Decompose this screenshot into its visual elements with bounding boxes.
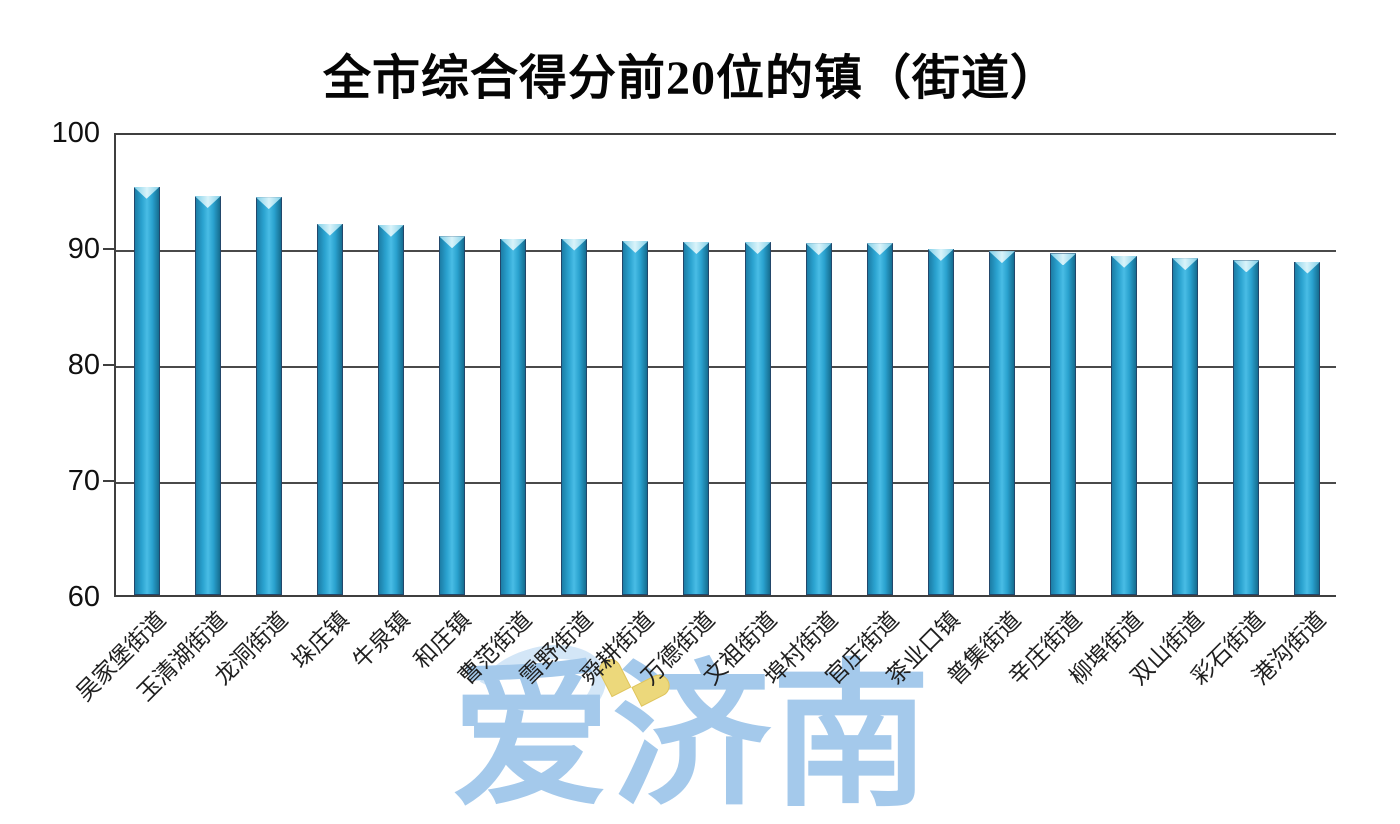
- gridline-90: [116, 250, 1336, 252]
- bar-茶业口镇: [927, 248, 954, 595]
- y-tick-80: [103, 364, 114, 366]
- chart-title: 全市综合得分前20位的镇（街道）: [322, 52, 1059, 105]
- bar-舜耕街道: [622, 240, 649, 595]
- x-tick-label-牛泉镇: 牛泉镇: [348, 606, 415, 674]
- bar-双山街道: [1172, 258, 1199, 595]
- bar-辛庄街道: [1050, 253, 1077, 595]
- bar-雪野街道: [561, 238, 588, 595]
- y-tick-90: [103, 248, 114, 250]
- bar-牛泉镇: [377, 224, 404, 595]
- bar-港沟街道: [1294, 261, 1321, 595]
- y-tick-label-90: 90: [67, 233, 100, 265]
- bar-曹范街道: [500, 238, 527, 595]
- bar-垛庄镇: [316, 223, 343, 595]
- bar-和庄镇: [439, 236, 466, 595]
- bar-万德街道: [683, 241, 710, 595]
- bar-吴家堡街道: [133, 186, 160, 595]
- bar-普集街道: [988, 251, 1015, 595]
- bar-彩石街道: [1233, 260, 1260, 595]
- plot-area: [114, 133, 1336, 597]
- y-tick-label-70: 70: [67, 465, 100, 497]
- bar-龙洞街道: [255, 197, 282, 595]
- bar-玉清湖街道: [194, 195, 221, 595]
- y-tick-label-80: 80: [67, 349, 100, 381]
- watermark-text: 爱济南: [452, 649, 932, 824]
- bar-埠村街道: [805, 243, 832, 595]
- bar-文祖街道: [744, 241, 771, 595]
- x-tick-label-垛庄镇: 垛庄镇: [287, 606, 354, 674]
- bar-官庄街道: [866, 243, 893, 595]
- gridline-80: [116, 366, 1336, 368]
- gridline-70: [116, 482, 1336, 484]
- y-tick-label-100: 100: [51, 117, 100, 149]
- bar-柳埠街道: [1111, 255, 1138, 595]
- y-tick-70: [103, 480, 114, 482]
- y-tick-label-60: 60: [67, 581, 100, 613]
